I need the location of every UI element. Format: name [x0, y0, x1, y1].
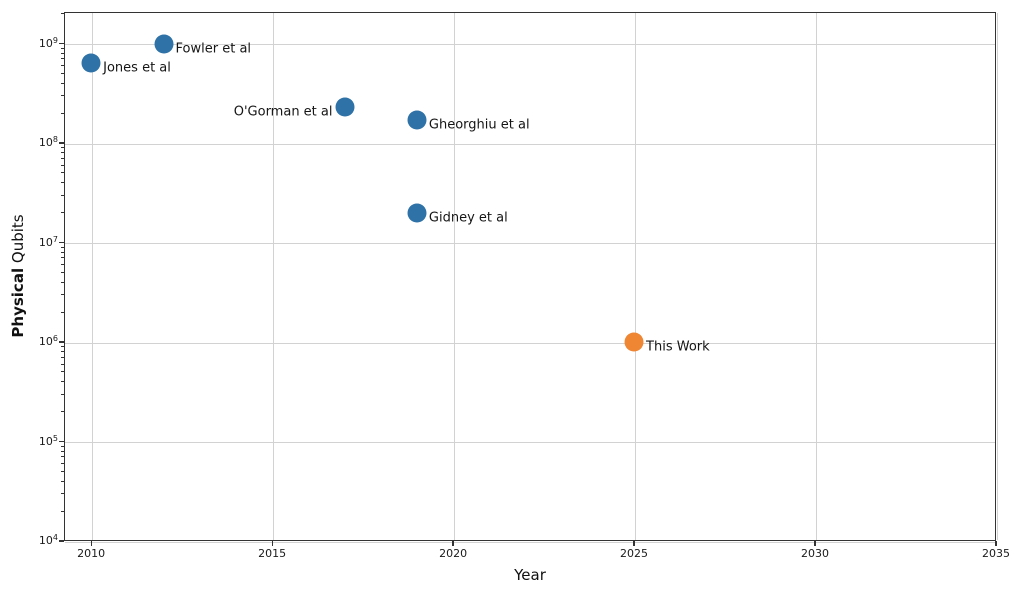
x-tick-2030 [814, 541, 816, 546]
y-minor-tick [61, 52, 64, 54]
x-tick-label-2020: 2020 [439, 547, 468, 560]
y-minor-tick [61, 470, 64, 472]
y-minor-tick [61, 58, 64, 60]
y-minor-tick [61, 112, 64, 114]
y-minor-tick [61, 194, 64, 196]
data-point-gidney-et-al [407, 203, 427, 223]
gridline-x-2020 [453, 13, 455, 540]
y-minor-tick [61, 264, 64, 266]
gridline-x-2030 [815, 13, 817, 540]
point-label-this-work: This Work [646, 339, 710, 355]
gridline-y-1e5 [65, 442, 995, 443]
y-minor-tick [61, 463, 64, 465]
gridline-x-2025 [634, 13, 636, 540]
y-minor-tick [61, 393, 64, 395]
x-axis-label: Year [514, 566, 546, 584]
y-minor-tick [61, 311, 64, 313]
y-minor-tick [61, 351, 64, 353]
x-tick-label-2015: 2015 [258, 547, 287, 560]
data-point-gheorghiu-et-al [407, 110, 427, 130]
y-minor-tick [61, 172, 64, 174]
y-minor-tick [61, 363, 64, 365]
x-tick-2015 [271, 541, 273, 546]
y-axis-label-bold: Physical [9, 267, 27, 338]
y-tick-1e5 [59, 440, 64, 443]
y-minor-tick [61, 157, 64, 159]
y-minor-tick [61, 164, 64, 166]
gridline-x-2015 [272, 13, 274, 540]
x-tick-label-2025: 2025 [620, 547, 649, 560]
y-minor-tick [61, 65, 64, 67]
x-tick-2010 [90, 541, 92, 546]
y-minor-tick [61, 281, 64, 283]
y-tick-1e4 [59, 540, 64, 542]
y-minor-tick [61, 147, 64, 149]
y-minor-tick [61, 411, 64, 413]
y-minor-tick [61, 182, 64, 184]
data-point-jones-et-al [81, 53, 101, 73]
y-minor-tick [61, 456, 64, 458]
y-minor-tick [61, 251, 64, 253]
x-tick-2020 [452, 541, 454, 546]
x-tick-label-2010: 2010 [77, 547, 106, 560]
y-minor-tick [61, 510, 64, 512]
y-minor-tick [61, 294, 64, 296]
data-point-o-gorman-et-al [335, 97, 354, 117]
data-point-this-work [624, 332, 644, 352]
y-minor-tick [61, 450, 64, 452]
gridline-x-2010 [91, 13, 93, 540]
gridline-y-1e7 [65, 243, 995, 244]
y-tick-1e9 [59, 42, 64, 45]
y-minor-tick [61, 271, 64, 273]
gridline-y-1e8 [65, 143, 995, 145]
y-minor-tick [61, 82, 64, 84]
point-label-jones-et-al: Jones et al [103, 60, 171, 76]
x-tick-label-2035: 2035 [982, 547, 1010, 560]
y-minor-tick [61, 72, 64, 74]
y-minor-tick [61, 445, 64, 447]
y-minor-tick [61, 246, 64, 248]
point-label-fowler-et-al: Fowler et al [175, 41, 252, 56]
y-tick-1e6 [59, 341, 64, 343]
plot-area [64, 12, 998, 543]
y-minor-tick [61, 356, 64, 358]
point-label-gidney-et-al: Gidney et al [428, 210, 508, 226]
y-minor-tick [61, 371, 64, 373]
point-label-o-gorman-et-al: O'Gorman et al [233, 104, 333, 120]
x-tick-label-2030: 2030 [801, 547, 830, 560]
y-tick-1e8 [59, 142, 64, 144]
y-minor-tick [61, 381, 64, 383]
y-tick-label-1e7: 107 [38, 234, 58, 249]
gridline-y-1e6 [65, 342, 995, 344]
y-minor-tick [61, 95, 64, 97]
y-minor-tick [61, 47, 64, 49]
x-tick-2025 [633, 541, 635, 546]
gridline-x-2035 [996, 13, 998, 540]
y-minor-tick [61, 152, 64, 154]
y-tick-label-1e5: 105 [38, 433, 58, 448]
y-tick-label-1e6: 106 [38, 334, 58, 349]
y-minor-tick [61, 346, 64, 348]
y-minor-tick [61, 13, 64, 15]
y-minor-tick [61, 212, 64, 214]
y-minor-tick [61, 257, 64, 259]
y-tick-1e7 [59, 241, 64, 244]
y-tick-label-1e8: 108 [38, 135, 58, 150]
data-point-fowler-et-al [154, 34, 174, 53]
y-tick-label-1e4: 104 [38, 533, 58, 548]
gridline-y-1e9 [65, 44, 995, 45]
x-tick-2035 [995, 541, 997, 546]
y-minor-tick [61, 493, 64, 495]
y-axis-label: Physical Qubits [9, 214, 27, 337]
gridline-y-1e4 [65, 541, 995, 543]
y-tick-label-1e9: 109 [38, 35, 58, 50]
y-minor-tick [61, 480, 64, 482]
point-label-gheorghiu-et-al: Gheorghiu et al [428, 117, 530, 133]
